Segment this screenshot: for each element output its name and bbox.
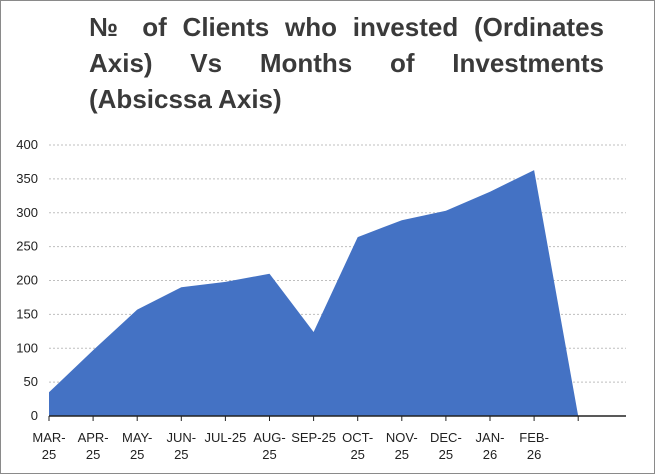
x-tick-label: APR- <box>78 430 109 445</box>
y-tick-label: 200 <box>16 273 38 288</box>
x-tick-label: 25 <box>42 447 56 462</box>
x-tick-label: 25 <box>86 447 100 462</box>
x-tick-label: DEC- <box>430 430 462 445</box>
x-tick-label: FEB- <box>519 430 549 445</box>
x-tick-label: 26 <box>483 447 497 462</box>
x-tick-label: AUG- <box>253 430 286 445</box>
y-tick-label: 400 <box>16 137 38 152</box>
x-tick-label: 25 <box>262 447 276 462</box>
x-tick-label: NOV- <box>386 430 418 445</box>
y-tick-label: 350 <box>16 171 38 186</box>
x-tick-label: 25 <box>439 447 453 462</box>
y-tick-label: 100 <box>16 340 38 355</box>
area-series <box>49 170 579 416</box>
x-tick-label: 25 <box>174 447 188 462</box>
x-tick-label: MAR- <box>32 430 65 445</box>
y-tick-label: 50 <box>24 374 38 389</box>
y-tick-label: 250 <box>16 239 38 254</box>
y-tick-label: 300 <box>16 205 38 220</box>
x-tick-label: JAN- <box>476 430 505 445</box>
x-tick-label: SEP-25 <box>291 430 336 445</box>
x-tick-label: OCT- <box>342 430 373 445</box>
x-tick-label: 26 <box>527 447 541 462</box>
x-tick-label: 25 <box>395 447 409 462</box>
x-tick-label: JUN- <box>166 430 196 445</box>
x-tick-label: JUL-25 <box>204 430 246 445</box>
x-tick-label: 25 <box>350 447 364 462</box>
x-tick-label: 25 <box>130 447 144 462</box>
y-tick-label: 0 <box>31 408 38 423</box>
chart-title: № of Clients who invested (Ordinates Axi… <box>89 12 604 114</box>
y-tick-label: 150 <box>16 306 38 321</box>
x-tick-label: MAY- <box>122 430 152 445</box>
